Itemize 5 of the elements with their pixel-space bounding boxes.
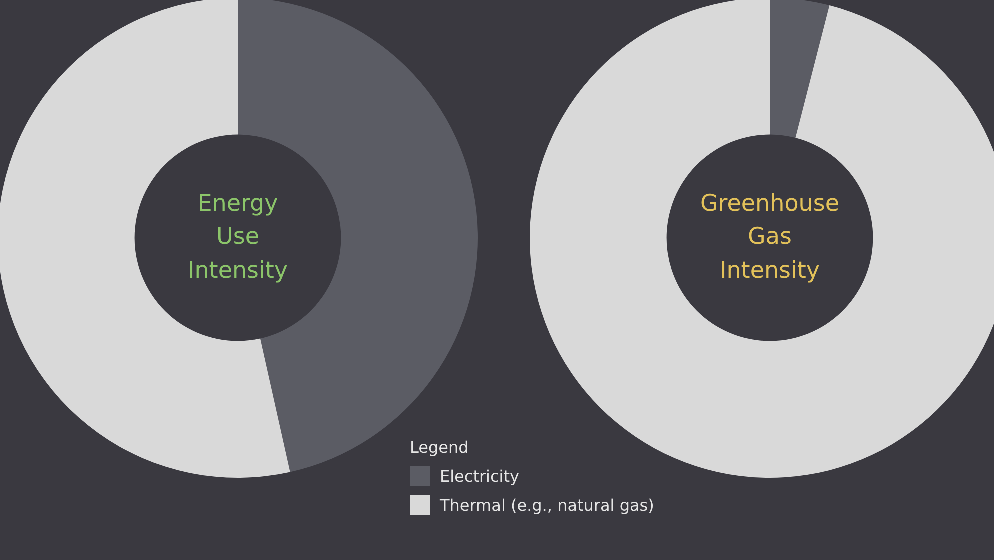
slice-label: Energy Use Intensity xyxy=(186,190,290,286)
legend-label: Thermal (e.g., natural gas) xyxy=(440,496,654,514)
legend-title: Legend xyxy=(410,438,470,457)
slice-label: Greenhouse Gas Intensity xyxy=(700,190,840,286)
legend-label: Electricity xyxy=(440,466,520,486)
